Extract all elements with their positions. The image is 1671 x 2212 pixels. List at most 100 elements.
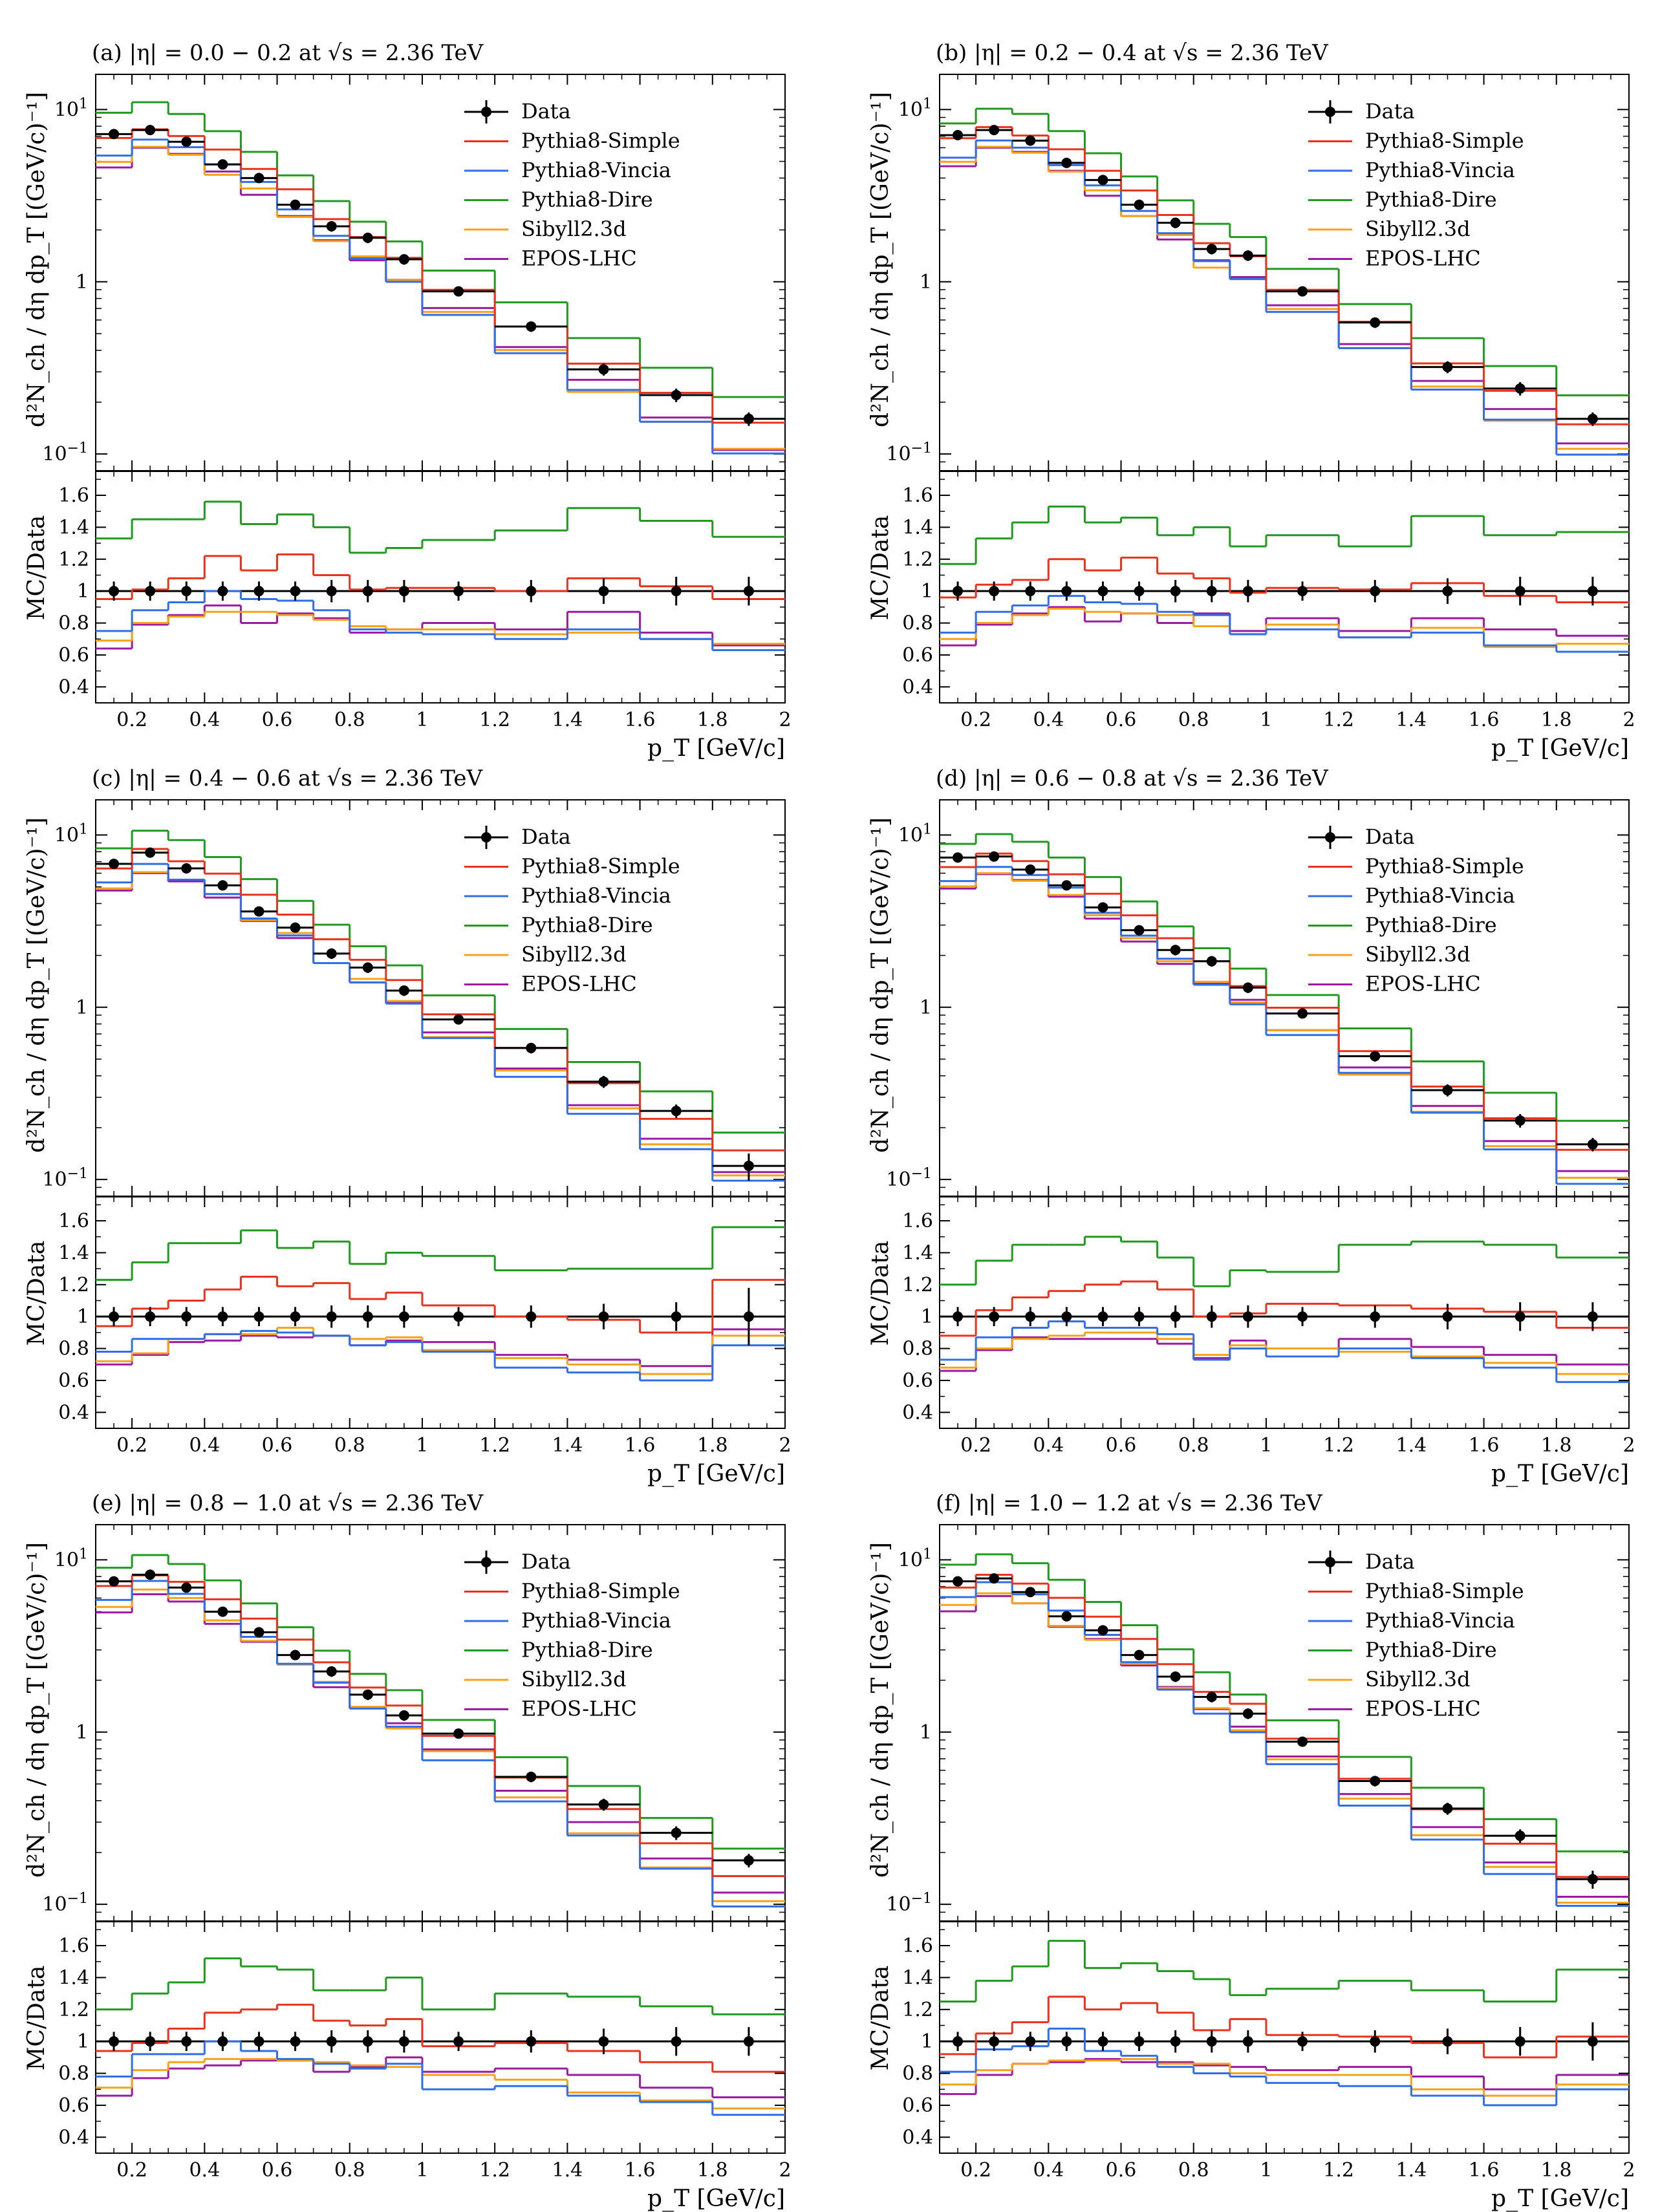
panel-a: (a) |η| = 0.0 − 0.2 at √s = 2.36 TeV 101 1… bbox=[23, 40, 792, 762]
data-ratio-point bbox=[1134, 586, 1145, 597]
data-main-point bbox=[1097, 175, 1108, 186]
panel-c: (c) |η| = 0.4 − 0.6 at √s = 2.36 TeV 101 1… bbox=[23, 766, 792, 1487]
x-tick-label: 1 bbox=[416, 709, 428, 731]
legend-label: Pythia8-Vincia bbox=[1365, 1608, 1515, 1633]
main-y-axis-label: d²N_ch / dη dp_T [(GeV/c)⁻¹] bbox=[867, 817, 894, 1153]
main-y-axis-label: d²N_ch / dη dp_T [(GeV/c)⁻¹] bbox=[23, 817, 50, 1153]
x-tick-label: 0.6 bbox=[1106, 2159, 1137, 2182]
ratio-y-tick-label: 0.6 bbox=[58, 1369, 89, 1392]
legend-entry-vincia: Pythia8-Vincia bbox=[1308, 1608, 1515, 1633]
main-y-tick-label: 10−1 bbox=[42, 440, 88, 466]
legend-label: Pythia8-Dire bbox=[1365, 913, 1497, 938]
data-main-point bbox=[253, 173, 264, 184]
data-main-point bbox=[1297, 286, 1308, 297]
x-tick-label: 1 bbox=[416, 1434, 428, 1457]
legend-entry-simple: Pythia8-Simple bbox=[464, 1579, 680, 1604]
data-main-point bbox=[1587, 1874, 1598, 1885]
ratio-y-tick-label: 1 bbox=[921, 580, 933, 603]
data-main-point bbox=[743, 1161, 754, 1172]
legend-label: Pythia8-Dire bbox=[1365, 188, 1497, 212]
x-tick-label: 1.4 bbox=[1396, 1434, 1427, 1457]
ratio-y-tick-label: 0.6 bbox=[902, 644, 933, 667]
data-main-point bbox=[362, 962, 373, 973]
data-ratio-point bbox=[1061, 1311, 1072, 1322]
ratio-y-tick-label: 1 bbox=[921, 1305, 933, 1328]
x-tick-label: 0.4 bbox=[1033, 2159, 1064, 2182]
data-main-point bbox=[253, 906, 264, 917]
data-main-point bbox=[181, 863, 192, 874]
legend-label: Data bbox=[1365, 1549, 1415, 1574]
main-y-tick-label: 10−1 bbox=[886, 1891, 932, 1916]
legend-entry-sibyll: Sibyll2.3d bbox=[464, 942, 627, 967]
legend-entry-vincia: Pythia8-Vincia bbox=[464, 883, 671, 908]
data-main-point bbox=[1370, 1051, 1381, 1062]
legend-label: Sibyll2.3d bbox=[1365, 942, 1471, 967]
data-main-point bbox=[671, 1106, 682, 1117]
x-tick-label: 1.4 bbox=[552, 1434, 583, 1457]
legend-entry-vincia: Pythia8-Vincia bbox=[464, 1608, 671, 1633]
data-main-point bbox=[453, 1728, 464, 1739]
data-main-point bbox=[290, 1649, 301, 1660]
x-tick-label: 1.8 bbox=[1541, 2159, 1572, 2182]
data-main-point bbox=[453, 286, 464, 297]
main-y-tick-label: 101 bbox=[898, 1546, 932, 1571]
legend-entry-sibyll: Sibyll2.3d bbox=[1308, 1667, 1471, 1691]
ratio-y-tick-label: 1.2 bbox=[58, 548, 89, 571]
legend-label: EPOS-LHC bbox=[521, 972, 637, 996]
legend-label: Pythia8-Simple bbox=[521, 854, 680, 879]
main-histograms bbox=[940, 833, 1629, 1185]
data-main-point bbox=[1097, 1625, 1108, 1636]
main-y-tick-label: 101 bbox=[898, 96, 932, 121]
data-ratio-point bbox=[953, 586, 964, 597]
ratio-y-tick-label: 0.4 bbox=[902, 2126, 933, 2149]
data-ratio-point bbox=[398, 2036, 409, 2047]
ratio-y-tick-label: 1.4 bbox=[58, 516, 89, 539]
legend-entry-data: Data bbox=[464, 1549, 571, 1574]
legend-data-marker bbox=[481, 107, 491, 117]
data-ratio-point bbox=[1515, 1311, 1525, 1322]
x-tick-label: 1 bbox=[1260, 709, 1272, 731]
main-plot-frame bbox=[95, 799, 786, 1197]
legend-label: Pythia8-Vincia bbox=[521, 883, 671, 908]
legend-entry-epos: EPOS-LHC bbox=[1308, 972, 1481, 996]
data-main-point bbox=[1297, 1008, 1308, 1019]
panel-title: (e) |η| = 0.8 − 1.0 at √s = 2.36 TeV bbox=[92, 1490, 484, 1516]
main-y-tick-label: 101 bbox=[54, 821, 88, 846]
data-ratio-point bbox=[1515, 586, 1525, 597]
x-tick-label: 0.2 bbox=[960, 709, 991, 731]
x-tick-label: 0.4 bbox=[1033, 709, 1064, 731]
x-tick-label: 0.6 bbox=[262, 1434, 293, 1457]
data-ratio-point bbox=[989, 586, 1000, 597]
data-main-point bbox=[109, 129, 120, 140]
ratio-y-tick-label: 0.6 bbox=[58, 644, 89, 667]
x-tick-label: 1.8 bbox=[1541, 1434, 1572, 1457]
main-y-tick-label: 1 bbox=[76, 996, 88, 1019]
data-main-point bbox=[1097, 902, 1108, 913]
data-ratio-point bbox=[453, 1311, 464, 1322]
data-main-point bbox=[953, 1576, 964, 1587]
data-main-point bbox=[1515, 1831, 1525, 1842]
ratio-y-tick-label: 1.6 bbox=[902, 1210, 933, 1232]
legend-data-marker bbox=[1325, 107, 1335, 117]
data-main-point bbox=[1170, 945, 1181, 956]
data-ratio-point bbox=[217, 2036, 228, 2047]
data-ratio-point bbox=[362, 586, 373, 597]
legend-entry-data: Data bbox=[464, 99, 571, 123]
ratio-y-tick-label: 1 bbox=[77, 580, 89, 603]
data-ratio-point bbox=[398, 1311, 409, 1322]
data-main-point bbox=[1170, 1671, 1181, 1682]
x-tick-label: 1.8 bbox=[697, 709, 728, 731]
x-tick-label: 0.6 bbox=[262, 709, 293, 731]
x-tick-label: 1.8 bbox=[697, 1434, 728, 1457]
x-tick-label: 0.6 bbox=[1106, 1434, 1137, 1457]
ratio-y-tick-label: 1 bbox=[921, 2030, 933, 2053]
data-main-point bbox=[989, 125, 1000, 136]
panel-d: (d) |η| = 0.6 − 0.8 at √s = 2.36 TeV 101 1… bbox=[867, 766, 1635, 1487]
data-ratio-point bbox=[671, 586, 682, 597]
data-ratio-point bbox=[743, 1311, 754, 1322]
data-ratio-point bbox=[953, 1311, 964, 1322]
data-main-point bbox=[109, 1576, 120, 1587]
data-ratio-point bbox=[598, 2036, 609, 2047]
data-ratio-point bbox=[326, 1311, 337, 1322]
data-ratio-point bbox=[1370, 586, 1381, 597]
